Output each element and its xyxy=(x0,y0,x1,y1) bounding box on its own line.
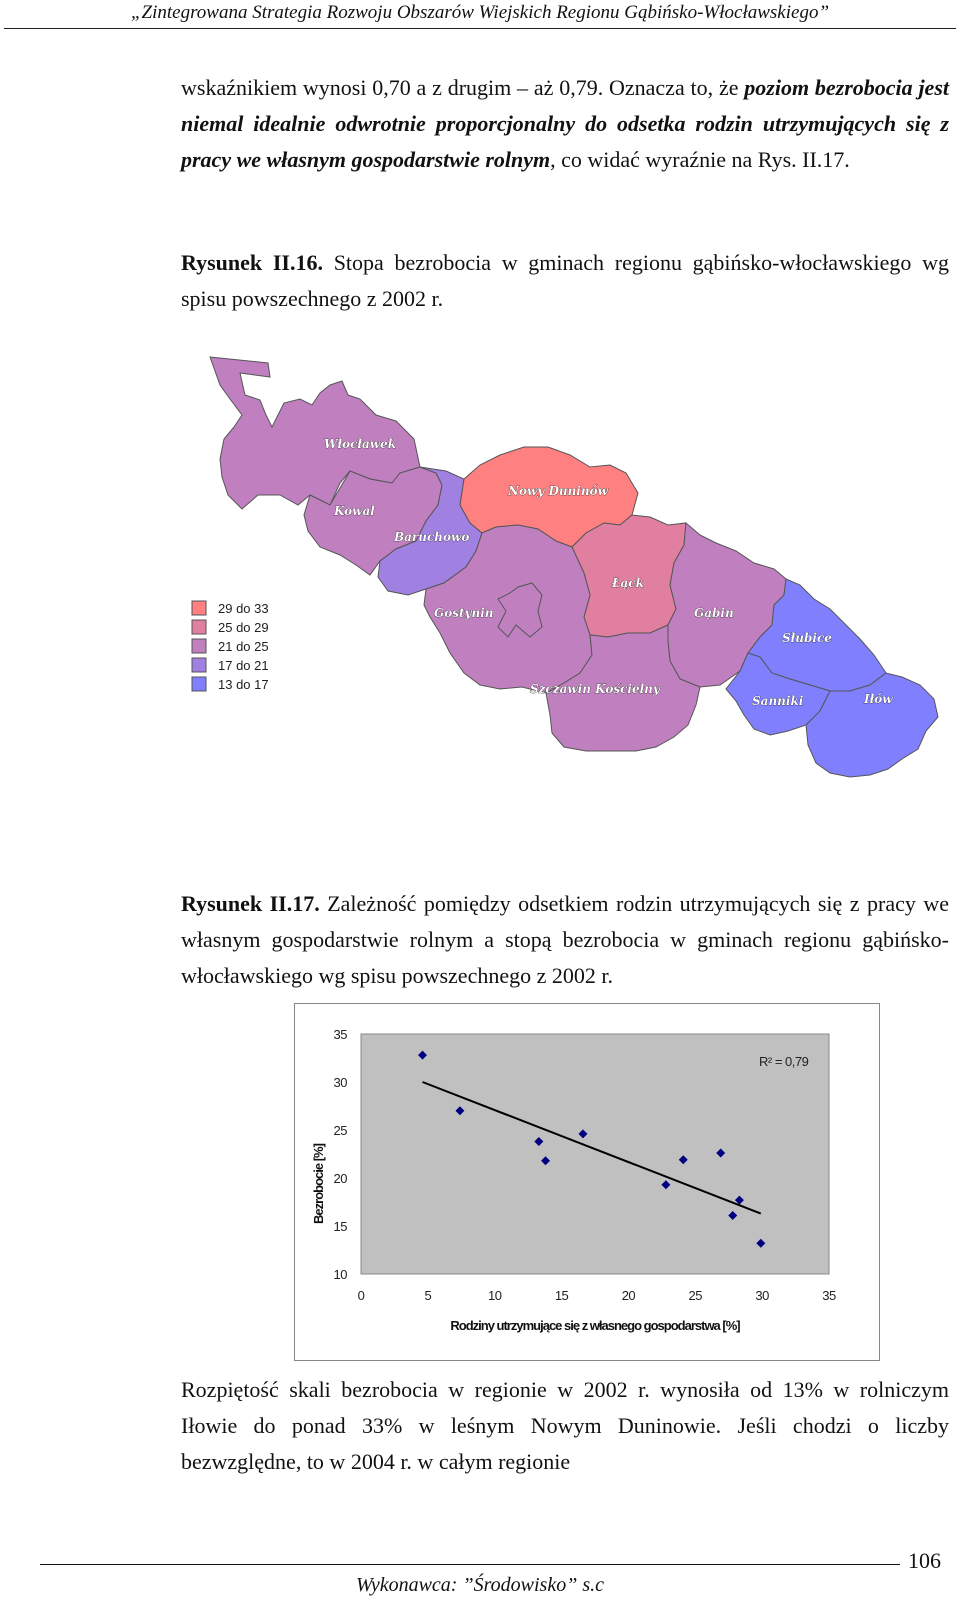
figure-16-caption: Rysunek II.16. Stopa bezrobocia w gminac… xyxy=(181,245,949,317)
y-tick-label-20: 20 xyxy=(334,1171,348,1186)
data-point-8 xyxy=(716,1148,726,1158)
para1-emphasis: poziom bezrobocia jest niemal idealnie o… xyxy=(181,75,949,172)
map-label-lack: Łąck xyxy=(611,576,644,590)
legend-swatch-4 xyxy=(191,657,207,673)
x-axis-ticks: 0 5 10 15 20 25 30 35 xyxy=(358,1288,837,1303)
data-point-10 xyxy=(734,1195,744,1205)
trend-line xyxy=(422,1081,762,1215)
page-number: 106 xyxy=(908,1548,941,1573)
chart-svg: 10 15 20 25 30 35 0 5 10 15 20 25 30 35 R² = 0,79 Ro… xyxy=(311,1027,837,1333)
r-squared-annotation: R² = 0,79 xyxy=(759,1054,809,1069)
map-label-slubice: Słubice xyxy=(782,631,832,645)
x-tick-label-10: 10 xyxy=(488,1288,502,1303)
map-label-ilow: Iłów xyxy=(863,692,893,706)
unemployment-map: Włocławek Kowal Baruchowo Nowy Duninów Ł… xyxy=(180,355,960,795)
data-point-2 xyxy=(455,1106,465,1116)
map-label-wloclawek: Włocławek xyxy=(324,437,396,451)
data-point-11 xyxy=(756,1238,766,1248)
para1-text-1: wskaźnikiem wynosi 0,70 a z drugim – aż … xyxy=(181,75,745,100)
legend-swatch-2 xyxy=(191,619,207,635)
header-rule xyxy=(4,28,956,29)
data-point-9 xyxy=(728,1210,738,1220)
plot-area xyxy=(360,1033,830,1275)
map-region-ilow xyxy=(805,672,939,778)
y-tick-label-30: 30 xyxy=(334,1075,348,1090)
scatter-chart: 10 15 20 25 30 35 0 5 10 15 20 25 30 35 R² = 0,79 Ro… xyxy=(294,1003,880,1361)
map-label-gabin: Gąbin xyxy=(694,606,734,620)
legend-label-5: 13 do 17 xyxy=(218,677,269,692)
legend-label-1: 29 do 33 xyxy=(218,601,269,616)
x-tick-label-15: 15 xyxy=(555,1288,569,1303)
map-region-gostynin xyxy=(423,524,593,694)
map-svg: Włocławek Kowal Baruchowo Nowy Duninów Ł… xyxy=(191,356,939,778)
y-tick-label-25: 25 xyxy=(334,1123,348,1138)
legend-label-3: 21 do 25 xyxy=(218,639,269,654)
figure-16-caption-text: Stopa bezrobocia w gminach regionu gąbiń… xyxy=(181,250,949,311)
figure-17-caption-text: Zależność pomiędzy odsetkiem rodzin utrz… xyxy=(181,891,949,988)
map-label-baruchowo: Baruchowo xyxy=(393,530,469,544)
x-tick-label-30: 30 xyxy=(755,1288,769,1303)
y-tick-label-35: 35 xyxy=(334,1027,348,1042)
data-point-3 xyxy=(534,1137,544,1147)
legend-swatch-5 xyxy=(191,676,207,692)
figure-17-label: Rysunek II.17. xyxy=(181,891,320,916)
page-header: „Zintegrowana Strategia Rozwoju Obszarów… xyxy=(130,2,830,23)
y-axis-ticks: 10 15 20 25 30 35 xyxy=(334,1027,348,1282)
data-point-6 xyxy=(661,1180,671,1190)
y-tick-label-10: 10 xyxy=(334,1267,348,1282)
footer-rule xyxy=(40,1564,900,1565)
figure-17-caption: Rysunek II.17. Zależność pomiędzy odsetk… xyxy=(181,886,949,994)
map-label-nowy-duninow: Nowy Duninów xyxy=(507,484,609,498)
x-tick-label-25: 25 xyxy=(689,1288,703,1303)
legend-label-4: 17 do 21 xyxy=(218,658,269,673)
paragraph-2: Rozpiętość skali bezrobocia w regionie w… xyxy=(181,1377,949,1474)
map-label-szczawin-koscielny: Szczawin Kościelny xyxy=(530,682,661,696)
x-tick-label-35: 35 xyxy=(822,1288,836,1303)
y-tick-label-15: 15 xyxy=(334,1219,348,1234)
data-point-1 xyxy=(418,1050,428,1060)
data-points xyxy=(418,1050,766,1248)
legend-swatch-1 xyxy=(191,600,207,616)
map-label-kowal: Kowal xyxy=(333,504,375,518)
page-footer: Wykonawca: ”Środowisko” s.c xyxy=(356,1574,604,1596)
x-tick-label-0: 0 xyxy=(358,1288,365,1303)
y-axis-title: Bezrobocie [%] xyxy=(311,1143,326,1224)
x-tick-label-5: 5 xyxy=(424,1288,431,1303)
data-point-7 xyxy=(678,1155,688,1165)
x-axis-title: Rodziny utrzymujące się z własnego gospo… xyxy=(450,1318,740,1333)
paragraph-1: wskaźnikiem wynosi 0,70 a z drugim – aż … xyxy=(181,70,949,178)
data-point-4 xyxy=(541,1156,551,1166)
map-label-gostynin: Gostynin xyxy=(434,606,494,620)
data-point-5 xyxy=(578,1129,588,1139)
legend-label-2: 25 do 29 xyxy=(218,620,269,635)
para1-text-2: , co widać wyraźnie na Rys. II.17. xyxy=(550,147,850,172)
figure-16-label: Rysunek II.16. xyxy=(181,250,323,275)
legend-swatch-3 xyxy=(191,638,207,654)
map-legend: 29 do 33 25 do 29 21 do 25 17 do 21 13 d… xyxy=(191,600,269,692)
map-region-szczawin-koscielny xyxy=(545,624,701,752)
x-tick-label-20: 20 xyxy=(622,1288,636,1303)
map-label-sanniki: Sanniki xyxy=(752,694,804,708)
